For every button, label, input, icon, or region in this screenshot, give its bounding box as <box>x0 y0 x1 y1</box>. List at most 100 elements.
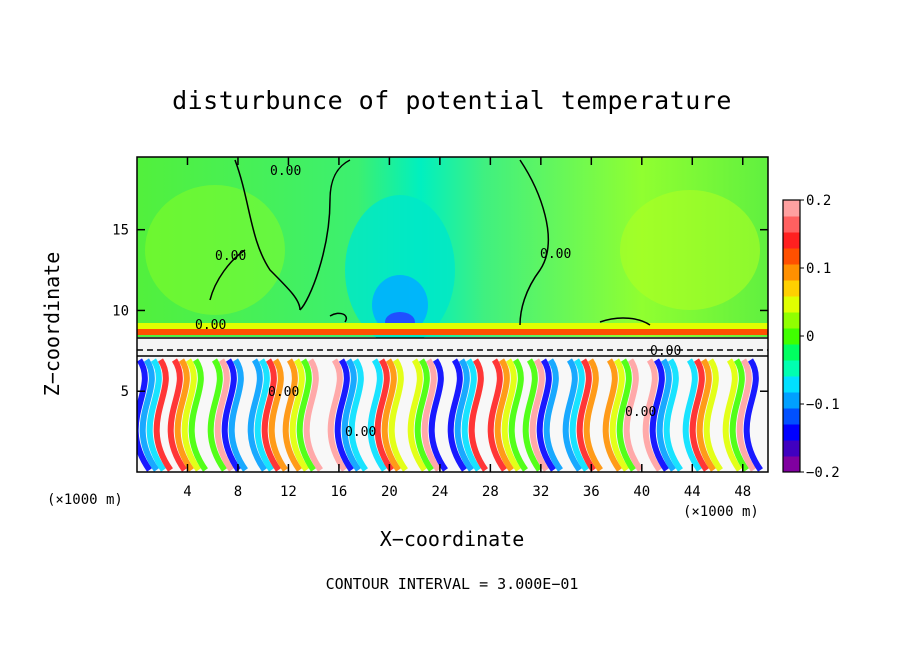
contour-label: 0.00 <box>215 249 246 264</box>
colorbar-swatch <box>783 328 800 345</box>
turbulence-streak <box>649 358 669 472</box>
y-tick-label: 15 <box>112 223 129 239</box>
turbulence-streak <box>289 358 309 472</box>
turbulence-streak <box>407 358 427 472</box>
plot-frame <box>136 156 769 473</box>
contour-label: 0.00 <box>270 164 301 179</box>
turbulence-streak <box>562 358 582 472</box>
x-unit-label-left: (×1000 m) <box>47 492 123 508</box>
turbulence-streak <box>174 358 194 472</box>
turbulence-streak <box>468 358 488 472</box>
turbulence-streak <box>282 358 302 472</box>
turbulence-streak <box>261 358 281 472</box>
turbulence-streak <box>602 358 622 472</box>
colorbar-swatch <box>783 360 800 377</box>
colorbar-swatch <box>783 280 800 297</box>
turbulence-streak <box>682 358 702 472</box>
turbulence-streak <box>214 358 234 472</box>
colorbar-swatch <box>783 344 800 361</box>
colorbar-tick-label: 0.2 <box>806 193 831 209</box>
turbulence-streak <box>348 358 368 472</box>
turbulence-streak <box>536 358 556 472</box>
contour-lines <box>137 159 768 357</box>
colorbar-swatch <box>783 200 800 217</box>
turbulence-streak <box>181 358 201 472</box>
turbulence-streak <box>609 358 629 472</box>
x-tick-label: 44 <box>684 484 701 500</box>
colorbar-swatch <box>783 216 800 233</box>
inversion-band <box>137 323 768 333</box>
turbulence-streak <box>529 358 549 472</box>
turbulence-streak <box>461 358 481 472</box>
turbulence-streak <box>188 358 208 472</box>
turbulence-streak <box>388 358 408 472</box>
turbulence-swirls <box>137 358 763 472</box>
x-tick-label: 16 <box>330 484 347 500</box>
x-tick-label: 12 <box>280 484 297 500</box>
turbulence-streak <box>494 358 514 472</box>
turbulence-streak <box>569 358 589 472</box>
turbulence-streak <box>623 358 643 472</box>
turbulence-streak <box>487 358 507 472</box>
turbulence-streak <box>736 358 756 472</box>
colorbar-swatch <box>783 424 800 441</box>
x-tick-label: 8 <box>234 484 242 500</box>
turbulence-streak <box>508 358 528 472</box>
contour-label: 0.00 <box>345 425 376 440</box>
colorbar-tick-label: 0 <box>806 329 814 345</box>
colorbar-swatch <box>783 456 800 473</box>
contour-label: 0.00 <box>540 247 571 262</box>
turbulence-streak <box>743 358 763 472</box>
turbulence-streak <box>303 358 323 472</box>
turbulence-streak <box>703 358 723 472</box>
x-axis-label: X−coordinate <box>379 527 525 551</box>
turbulence-streak <box>729 358 749 472</box>
y-tick-label: 10 <box>112 303 129 319</box>
turbulence-streak <box>663 358 683 472</box>
turbulence-streak <box>696 358 716 472</box>
turbulence-streak <box>367 358 387 472</box>
colorbar-swatch <box>783 392 800 409</box>
x-tick-label: 48 <box>734 484 751 500</box>
turbulence-streak <box>207 358 227 472</box>
colorbar-swatch <box>783 440 800 457</box>
x-tick-label: 20 <box>381 484 398 500</box>
turbulence-streak <box>454 358 474 472</box>
y-axis-label: Z−coordinate <box>40 251 64 397</box>
turbulence-streak <box>414 358 434 472</box>
turbulence-streak <box>137 358 152 472</box>
x-tick-label: 40 <box>633 484 650 500</box>
contour-interval-note: CONTOUR INTERVAL = 3.000E−01 <box>325 575 579 593</box>
colorbar-swatch <box>783 376 800 393</box>
contour-label: 0.00 <box>268 385 299 400</box>
y-tick-label: 5 <box>121 384 129 400</box>
colorbar: 0.2 0.1 0 −0.1 −0.2 <box>782 193 840 481</box>
turbulence-streak <box>247 358 267 472</box>
colorbar-swatch <box>783 232 800 249</box>
turbulence-streak <box>327 358 347 472</box>
colorbar-swatch <box>783 296 800 313</box>
x-axis: 4 8 12 16 20 24 28 32 36 40 44 48 <box>183 157 751 500</box>
contour-label: 0.00 <box>650 344 681 359</box>
colorbar-tick-label: 0.1 <box>806 261 831 277</box>
turbulence-streak <box>421 358 441 472</box>
turbulence-streak <box>146 358 166 472</box>
turbulence-streak <box>616 358 636 472</box>
heatmap-field: 0.00 0.00 0.00 0.00 0.00 0.00 0.00 0.00 <box>137 157 768 472</box>
turbulence-streak <box>153 358 173 472</box>
colorbar-swatch <box>783 312 800 329</box>
turbulence-streak <box>583 358 603 472</box>
turbulence-streak <box>254 358 274 472</box>
turbulence-streak <box>228 358 248 472</box>
contour-label: 0.00 <box>625 405 656 420</box>
colorbar-tick-label: −0.1 <box>806 397 840 413</box>
turbulence-streak <box>296 358 316 472</box>
turbulence-streak <box>656 358 676 472</box>
turbulence-streak <box>268 358 288 472</box>
turbulence-streak <box>334 358 354 472</box>
turbulence-streak <box>221 358 241 472</box>
turbulence-streak <box>642 358 662 472</box>
turbulence-streak <box>543 358 563 472</box>
turbulence-streak <box>374 358 394 472</box>
